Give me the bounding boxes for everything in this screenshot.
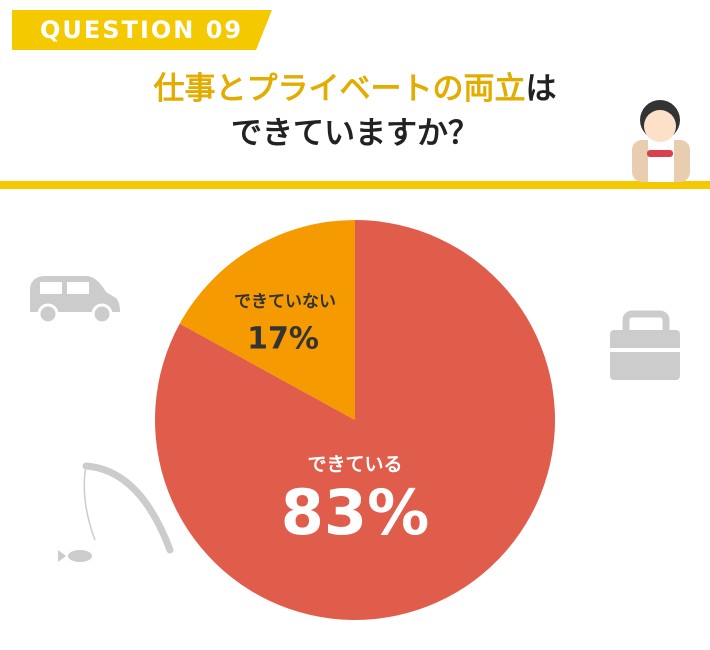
- pie-slice: [179, 220, 355, 420]
- value-label: 83%: [281, 476, 429, 549]
- slice-label: できている: [307, 454, 402, 476]
- car-icon: [30, 276, 120, 325]
- question-label: QUESTION 09: [40, 16, 243, 44]
- question-badge: [12, 10, 272, 50]
- person-icon: [632, 100, 690, 182]
- fishing-icon: [58, 462, 174, 562]
- pie-slice: [154, 220, 555, 620]
- divider: [0, 181, 710, 189]
- title-part: は: [526, 71, 557, 107]
- slice-label: できていない: [234, 292, 336, 312]
- chart-title-line2: できていますか？: [231, 116, 479, 152]
- title-highlight: 仕事とプライベートの両立: [154, 71, 526, 107]
- value-label: 17%: [247, 322, 319, 357]
- chart-title: 仕事とプライベートの両立は: [154, 71, 557, 107]
- bag-icon: [610, 310, 680, 380]
